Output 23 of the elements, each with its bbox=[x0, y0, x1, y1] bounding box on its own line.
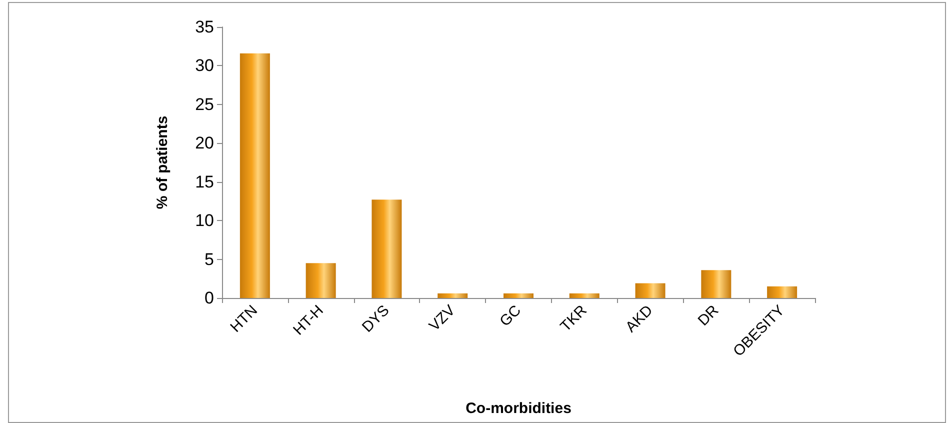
x-tick-label: VZV bbox=[426, 302, 459, 335]
y-axis-title: % of patients bbox=[154, 116, 171, 210]
y-tick-label: 35 bbox=[195, 18, 214, 36]
y-tick-label: 20 bbox=[195, 134, 214, 153]
y-tick-label: 0 bbox=[204, 288, 214, 308]
y-tick-label: 10 bbox=[195, 211, 214, 230]
x-axis-title: Co-morbidities bbox=[466, 400, 572, 417]
y-tick-label: 15 bbox=[195, 172, 214, 192]
bar bbox=[504, 293, 534, 298]
bar bbox=[438, 293, 468, 298]
y-tick-label: 25 bbox=[195, 94, 214, 114]
x-tick-label: TKR bbox=[557, 302, 591, 336]
bar bbox=[240, 53, 270, 298]
bar bbox=[306, 263, 336, 298]
bar bbox=[767, 286, 798, 298]
bar bbox=[569, 293, 600, 298]
y-tick-label: 30 bbox=[195, 56, 214, 76]
x-tick-label: GC bbox=[496, 302, 525, 330]
y-tick-label: 5 bbox=[204, 250, 214, 269]
bar bbox=[372, 200, 402, 298]
x-tick-label: DR bbox=[694, 302, 722, 330]
bar bbox=[701, 270, 732, 298]
bar bbox=[635, 283, 666, 298]
